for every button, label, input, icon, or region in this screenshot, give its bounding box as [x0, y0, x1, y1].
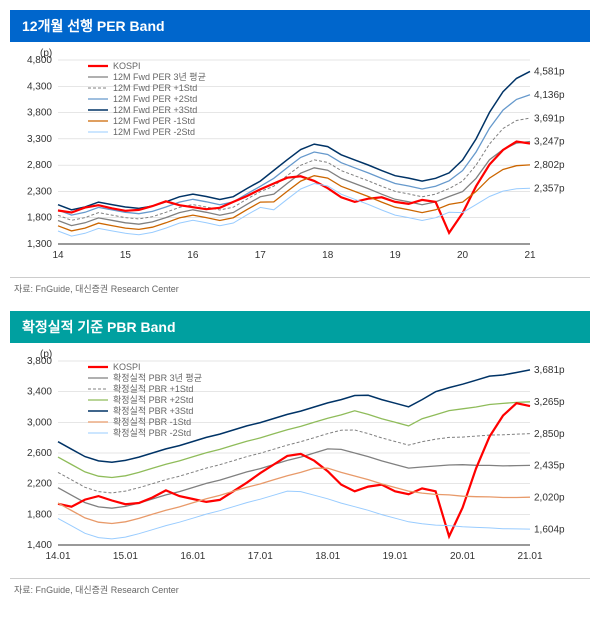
y-tick-label: 3,300	[27, 134, 52, 145]
series-end-label: 4,136p	[534, 90, 565, 101]
per-band-title: 12개월 선행 PER Band	[10, 10, 590, 42]
y-tick-label: 3,800	[27, 108, 52, 119]
x-tick-label: 20	[457, 250, 469, 261]
series-end-label: 3,691p	[534, 113, 565, 124]
x-tick-label: 16.01	[180, 551, 205, 562]
x-tick-label: 14	[52, 250, 64, 261]
x-tick-label: 18	[322, 250, 334, 261]
legend-label: 확정실적 PBR +2Std	[113, 394, 193, 405]
y-tick-label: 1,800	[27, 213, 52, 224]
y-tick-label: 2,800	[27, 160, 52, 171]
pbr-band-chart: 1,4001,8002,2002,6003,0003,4003,800(p)14…	[10, 343, 590, 578]
legend-label: 확정실적 PBR +1Std	[113, 383, 193, 394]
pbr-band-title: 확정실적 기준 PBR Band	[10, 311, 590, 343]
x-tick-label: 14.01	[45, 551, 70, 562]
legend-label: 확정실적 PBR -1Std	[113, 416, 191, 427]
legend-label: 확정실적 PBR +3Std	[113, 405, 193, 416]
series-end-label: 1,604p	[534, 524, 565, 535]
legend-label: KOSPI	[113, 61, 141, 71]
series-end-label: 2,802p	[534, 160, 565, 171]
x-tick-label: 15.01	[113, 551, 138, 562]
legend-label: 12M Fwd PER +1Std	[113, 83, 197, 93]
x-tick-label: 18.01	[315, 551, 340, 562]
y-tick-label: 1,300	[27, 239, 52, 250]
series-end-label: 3,681p	[534, 365, 565, 376]
per-band-chart: 1,3001,8002,3002,8003,3003,8004,3004,800…	[10, 42, 590, 277]
legend-label: 12M Fwd PER 3년 평균	[113, 72, 206, 82]
y-tick-label: 3,400	[27, 387, 52, 398]
chart-svg: 1,3001,8002,3002,8003,3003,8004,3004,800…	[10, 42, 590, 272]
y-tick-label: 1,400	[27, 540, 52, 551]
y-tick-label: 2,300	[27, 186, 52, 197]
series-end-label: 2,357p	[534, 183, 565, 194]
legend-label: 12M Fwd PER +3Std	[113, 105, 197, 115]
x-tick-label: 20.01	[450, 551, 475, 562]
series-end-label: 2,850p	[534, 429, 565, 440]
y-tick-label: 4,300	[27, 81, 52, 92]
x-tick-label: 21.01	[517, 551, 542, 562]
series-end-label: 2,435p	[534, 461, 565, 472]
chart-svg: 1,4001,8002,2002,6003,0003,4003,800(p)14…	[10, 343, 590, 573]
y-tick-label: 2,600	[27, 448, 52, 459]
series-end-label: 2,020p	[534, 492, 565, 503]
per-band-source: 자료: FnGuide, 대신증권 Research Center	[10, 277, 590, 295]
y-unit-label: (p)	[40, 48, 52, 59]
y-unit-label: (p)	[40, 349, 52, 360]
x-tick-label: 17	[255, 250, 267, 261]
y-tick-label: 3,000	[27, 417, 52, 428]
legend-label: 12M Fwd PER -2Std	[113, 127, 195, 137]
pbr-band-source: 자료: FnGuide, 대신증권 Research Center	[10, 578, 590, 596]
series-line	[58, 165, 530, 231]
legend-label: KOSPI	[113, 362, 141, 372]
legend-label: 확정실적 PBR -2Std	[113, 427, 191, 438]
series-line	[58, 449, 530, 508]
y-tick-label: 1,800	[27, 509, 52, 520]
per-band-block: 12개월 선행 PER Band 1,300 1,800 2,300 2,800 3,3…	[10, 10, 590, 295]
x-tick-label: 21	[524, 250, 536, 261]
y-tick-label: 2,200	[27, 479, 52, 490]
x-tick-label: 16	[187, 250, 199, 261]
x-tick-label: 19.01	[383, 551, 408, 562]
x-tick-label: 19	[390, 250, 402, 261]
legend-label: 12M Fwd PER -1Std	[113, 116, 195, 126]
x-tick-label: 15	[120, 250, 132, 261]
legend-label: 확정실적 PBR 3년 평균	[113, 372, 202, 383]
pbr-band-block: 확정실적 기준 PBR Band 1,400 1,800 2,200 2,600 3,0…	[10, 311, 590, 596]
series-end-label: 3,265p	[534, 397, 565, 408]
series-end-label: 4,581p	[534, 67, 565, 78]
x-tick-label: 17.01	[248, 551, 273, 562]
legend-label: 12M Fwd PER +2Std	[113, 94, 197, 104]
series-end-label: 3,247p	[534, 137, 565, 148]
